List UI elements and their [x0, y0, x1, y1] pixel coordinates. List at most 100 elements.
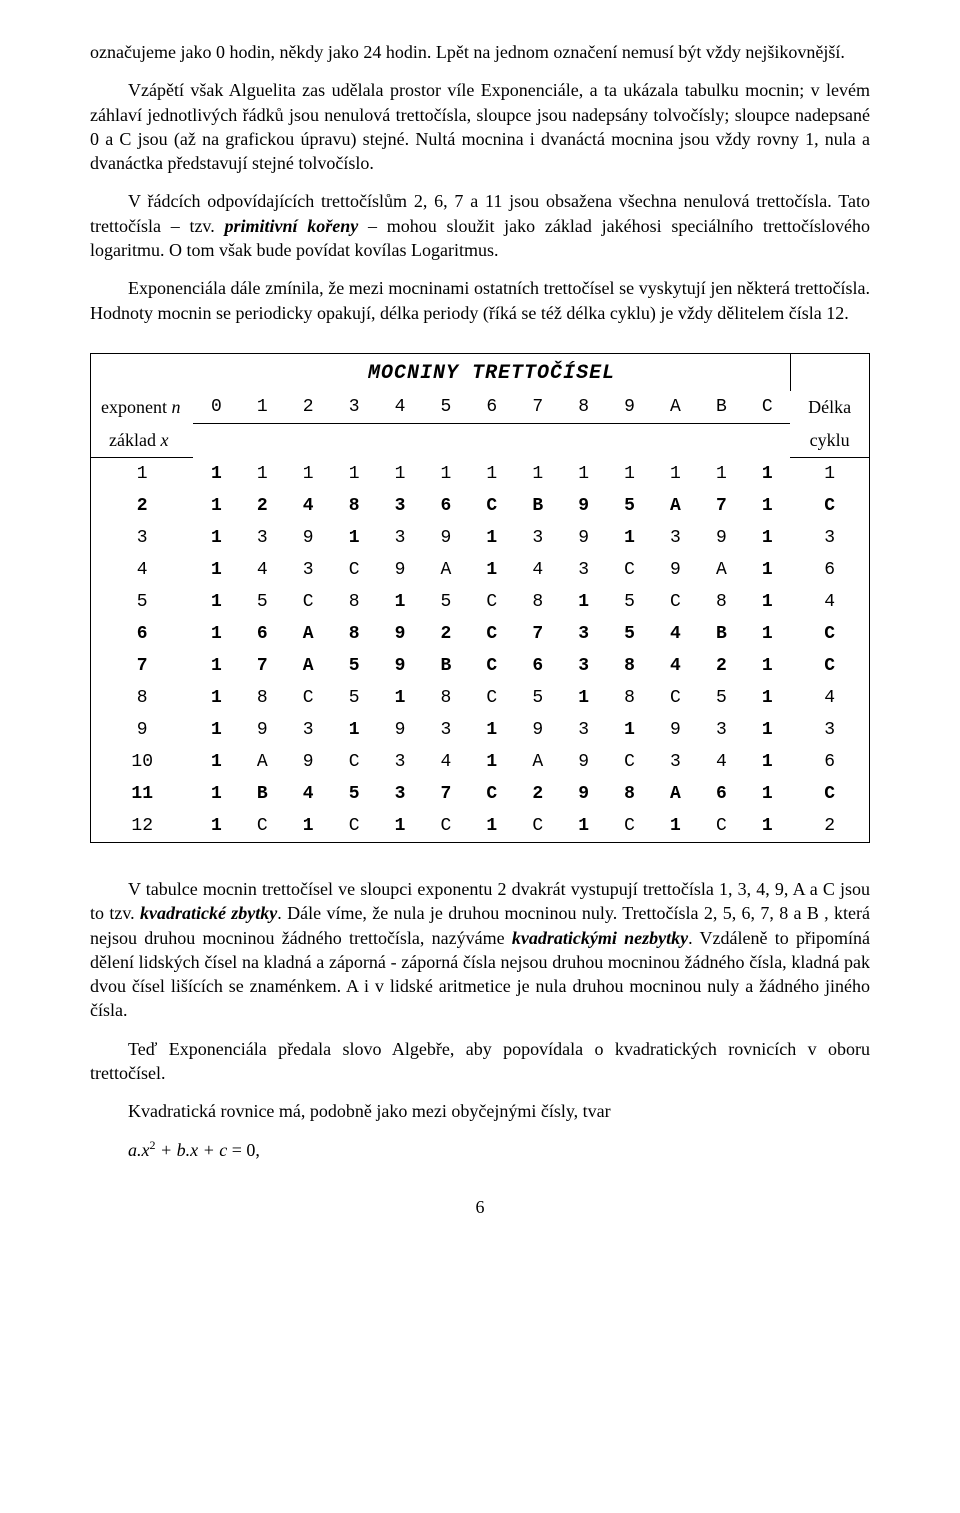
cell: 6 [515, 650, 561, 682]
cell: 3 [377, 746, 423, 778]
term-primitive-roots: primitivní kořeny [225, 216, 359, 236]
cell: 1 [561, 586, 607, 618]
cell: B [515, 490, 561, 522]
table-title-row: MOCNINY TRETTOČÍSEL [91, 353, 870, 391]
cell: 1 [744, 778, 790, 810]
row-cycle-length: C [790, 618, 869, 650]
row-cycle-length: 4 [790, 586, 869, 618]
cell: 1 [561, 457, 607, 490]
cell: 4 [652, 650, 698, 682]
cell: 4 [515, 554, 561, 586]
cell: C [469, 778, 515, 810]
cell: 5 [698, 682, 744, 714]
cell: 7 [239, 650, 285, 682]
table-subheader-row: základ x cyklu [91, 424, 870, 458]
paragraph-2: Vzápětí však Alguelita zas udělala prost… [90, 78, 870, 175]
cell: 6 [423, 490, 469, 522]
cell: 1 [744, 618, 790, 650]
cell: 5 [607, 586, 653, 618]
cell: A [239, 746, 285, 778]
term-quadratic-residues: kvadratické zbytky [140, 903, 277, 923]
cell: 8 [331, 618, 377, 650]
equation: a.x2 + b.x + c = 0, [90, 1138, 870, 1161]
cell: C [285, 586, 331, 618]
row-base: 5 [91, 586, 194, 618]
exponent-header: 5 [423, 391, 469, 424]
cell: 1 [469, 714, 515, 746]
cell: 1 [331, 457, 377, 490]
cell: 1 [377, 810, 423, 843]
row-base: 2 [91, 490, 194, 522]
cell: C [607, 810, 653, 843]
cell: 3 [698, 714, 744, 746]
cell: 5 [607, 618, 653, 650]
cell: 1 [744, 650, 790, 682]
term-quadratic-nonresidues: kvadratickými nezbytky [512, 928, 688, 948]
cell: 8 [331, 490, 377, 522]
cell: C [698, 810, 744, 843]
cell: 3 [561, 650, 607, 682]
exponent-header: 6 [469, 391, 515, 424]
cell: 1 [377, 682, 423, 714]
cell: C [652, 682, 698, 714]
table-header-row: exponent n 0123456789ABCDélka [91, 391, 870, 424]
cell: A [285, 618, 331, 650]
cell: 2 [698, 650, 744, 682]
exponent-header: B [698, 391, 744, 424]
table-row: 111111111111111 [91, 457, 870, 490]
cell: 4 [652, 618, 698, 650]
cell: 8 [607, 650, 653, 682]
cell: 3 [285, 714, 331, 746]
paragraph-1: označujeme jako 0 hodin, někdy jako 24 h… [90, 40, 870, 64]
cell: C [469, 618, 515, 650]
cell: 1 [561, 810, 607, 843]
row-cycle-length: 2 [790, 810, 869, 843]
header-delka: Délka [790, 391, 869, 424]
paragraph-3: V řádcích odpovídajících trettočíslům 2,… [90, 189, 870, 262]
cell: B [698, 618, 744, 650]
row-base: 8 [91, 682, 194, 714]
cell: 1 [193, 746, 239, 778]
cell: C [515, 810, 561, 843]
exponent-header: 2 [285, 391, 331, 424]
row-base: 10 [91, 746, 194, 778]
cell: C [285, 682, 331, 714]
cell: C [469, 682, 515, 714]
cell: C [607, 554, 653, 586]
row-base: 4 [91, 554, 194, 586]
table-row: 101A9C341A9C3416 [91, 746, 870, 778]
cell: A [652, 490, 698, 522]
row-cycle-length: C [790, 650, 869, 682]
paragraph-7: Kvadratická rovnice má, podobně jako mez… [90, 1099, 870, 1123]
table-row: 4143C9A143C9A16 [91, 554, 870, 586]
cell: 1 [193, 522, 239, 554]
cell: 4 [285, 490, 331, 522]
cell: C [331, 746, 377, 778]
cell: B [423, 650, 469, 682]
cell: C [469, 586, 515, 618]
cell: 9 [423, 522, 469, 554]
table-row: 515C815C815C814 [91, 586, 870, 618]
cell: 3 [285, 554, 331, 586]
exponent-header: 0 [193, 391, 239, 424]
cell: 1 [193, 457, 239, 490]
cell: 3 [652, 522, 698, 554]
exponent-header: 9 [607, 391, 653, 424]
exponent-header: 8 [561, 391, 607, 424]
header-cyklu: cyklu [790, 424, 869, 458]
cell: 2 [515, 778, 561, 810]
cell: 1 [193, 714, 239, 746]
cell: 8 [607, 778, 653, 810]
cell: 9 [561, 522, 607, 554]
cell: 9 [652, 714, 698, 746]
cell: 1 [744, 682, 790, 714]
cell: C [239, 810, 285, 843]
cell: 3 [377, 778, 423, 810]
row-cycle-length: C [790, 490, 869, 522]
paragraph-6: Teď Exponenciála předala slovo Algebře, … [90, 1037, 870, 1086]
cell: 1 [744, 490, 790, 522]
table-row: 111B4537C298A61C [91, 778, 870, 810]
cell: 1 [193, 490, 239, 522]
cell: C [652, 586, 698, 618]
header-exponent: exponent n [91, 391, 194, 424]
